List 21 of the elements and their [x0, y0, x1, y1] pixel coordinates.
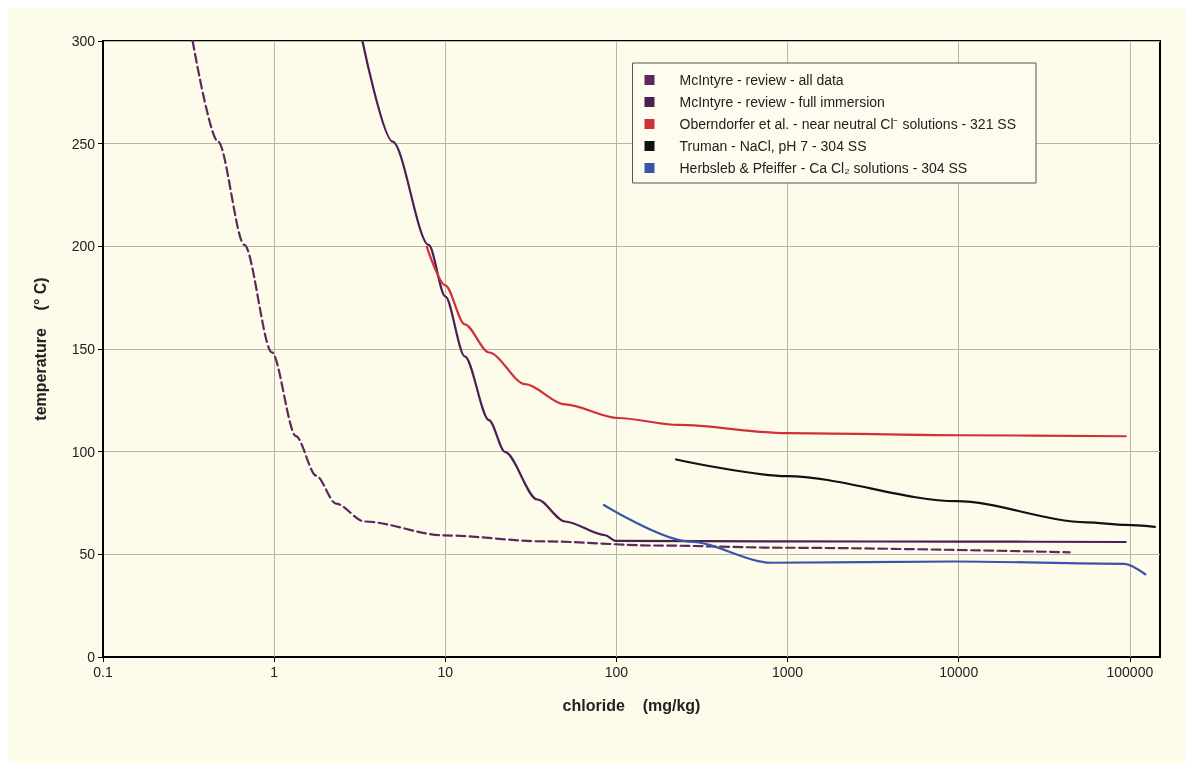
y-tick-label: 0 [87, 649, 96, 665]
y-tick-label: 200 [71, 238, 96, 255]
y-tick-label: 50 [79, 546, 96, 563]
y-tick-label: 250 [71, 135, 96, 152]
legend-label: McIntyre - review - full immersion [679, 94, 885, 110]
y-tick-label: 300 [71, 33, 96, 49]
y-axis-title: temperature (° C) [31, 277, 49, 421]
legend-label: Oberndorfer et al. - near neutral Cl⁻ solutions - 321 SS [679, 116, 1017, 132]
x-tick-label: 1 [270, 664, 279, 680]
x-tick-label: 10000 [939, 664, 979, 680]
x-tick-label: 100 [604, 664, 629, 680]
x-tick-label: 0.1 [93, 664, 113, 680]
x-tick-label: 10 [437, 664, 454, 680]
y-tick-label: 100 [71, 443, 96, 460]
legend-label: McIntyre - review - all data [679, 72, 844, 88]
legend-label: Herbsleb & Pfeiffer - Ca Cl₂ solutions - 304 SS [679, 160, 968, 176]
legend-label: Truman - NaCl, pH 7 - 304 SS [679, 138, 867, 154]
x-axis-title: chloride (mg/kg) [562, 696, 701, 714]
y-tick-label: 150 [71, 341, 96, 357]
x-tick-label: 100000 [1106, 664, 1154, 680]
x-tick-label: 1000 [772, 664, 804, 680]
